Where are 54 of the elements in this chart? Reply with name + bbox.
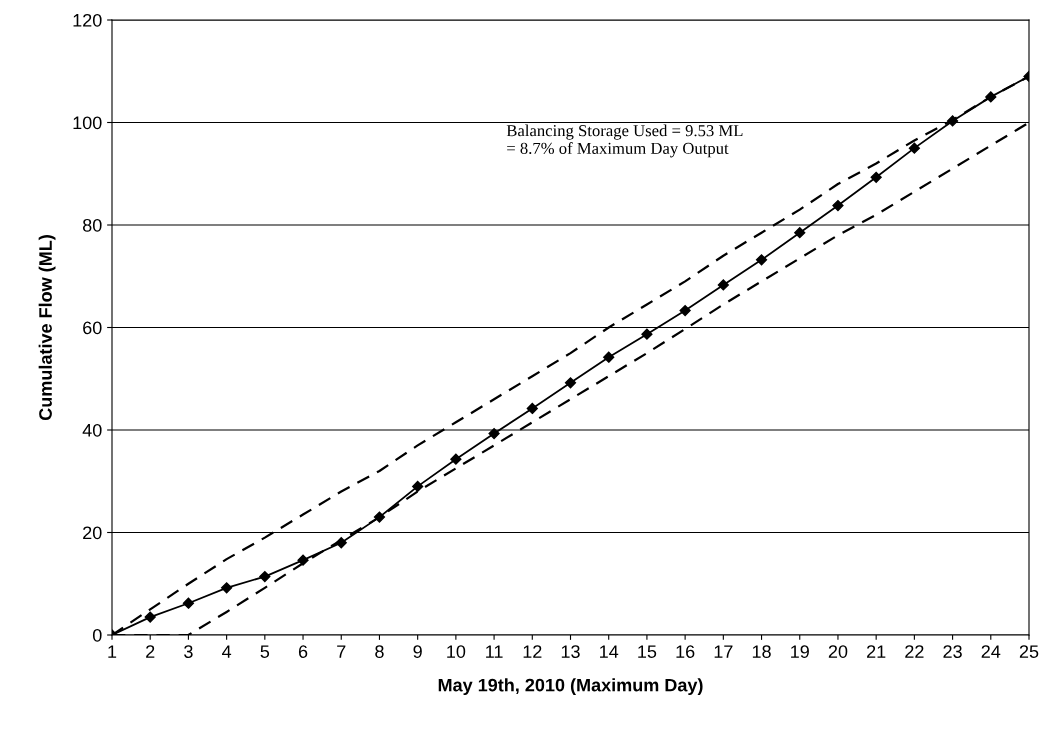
x-tick-label: 1 <box>108 645 117 658</box>
point <box>641 328 653 340</box>
x-tick-label: 23 <box>943 645 962 658</box>
point <box>182 597 195 609</box>
x-tick-label: 19 <box>791 645 809 658</box>
point <box>755 254 768 266</box>
point <box>221 582 233 594</box>
x-tick-label: 4 <box>222 645 232 658</box>
x-tick-label: 22 <box>905 645 924 658</box>
x-tick-label: 15 <box>638 645 657 658</box>
x-axis-title: May 19th, 2010 (Maximum Day) <box>438 678 703 696</box>
x-tick-label: 25 <box>1019 645 1039 658</box>
y-tick-label: 120 <box>73 13 102 27</box>
y-axis-title: Cumulative Flow (ML) <box>38 235 56 421</box>
point <box>794 227 806 239</box>
point <box>297 554 309 566</box>
x-tick-label: 6 <box>298 645 308 658</box>
x-tick-label: 10 <box>447 645 466 658</box>
x-tick-label: 8 <box>375 645 384 658</box>
y-tick-label: 80 <box>82 218 102 232</box>
x-tick-label: 17 <box>714 645 733 658</box>
point <box>488 427 500 440</box>
y-tick-label: 20 <box>83 526 102 540</box>
x-tick-label: 13 <box>561 645 580 658</box>
point <box>144 611 156 623</box>
x-tick-label: 9 <box>413 645 422 658</box>
point <box>259 570 271 583</box>
point <box>450 453 462 465</box>
point <box>679 304 691 317</box>
x-tick-label: 3 <box>184 645 193 658</box>
annotation: Balancing Storage Used = 9.53 ML = 8.7% of Maximum Day Output <box>506 124 743 158</box>
x-tick-label: 11 <box>486 645 503 658</box>
x-tick-label: 5 <box>260 645 270 658</box>
x-tick-label: 7 <box>337 645 346 658</box>
point <box>832 199 844 212</box>
x-tick-label: 24 <box>981 645 1001 658</box>
point <box>717 279 729 291</box>
y-tick-label: 0 <box>92 628 102 642</box>
point <box>412 480 424 492</box>
x-tick-label: 18 <box>752 645 771 658</box>
point <box>908 142 920 154</box>
x-tick-label: 2 <box>146 645 155 658</box>
point <box>526 402 538 415</box>
point <box>603 351 615 363</box>
y-tick-label: 60 <box>83 321 102 335</box>
x-tick-label: 12 <box>523 645 542 658</box>
point <box>870 171 882 183</box>
y-tick-label: 40 <box>82 423 102 437</box>
y-tick-label: 100 <box>73 116 102 130</box>
x-tick-label: 21 <box>867 645 886 658</box>
x-tick-label: 16 <box>676 645 695 658</box>
x-tick-label: 20 <box>828 645 848 658</box>
point <box>564 377 577 389</box>
x-tick-label: 14 <box>600 645 619 658</box>
